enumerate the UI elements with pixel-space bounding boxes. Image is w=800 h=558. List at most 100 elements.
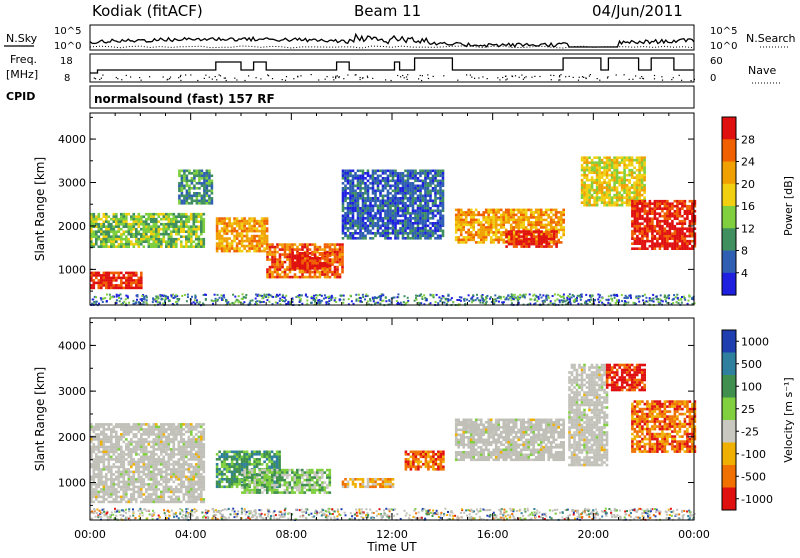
nave-dot [589, 76, 590, 77]
beam-title: Beam 11 [354, 2, 421, 20]
velocity-ytick-label: 3000 [58, 385, 86, 398]
nave-dot [524, 77, 525, 78]
nave-dot [260, 78, 261, 79]
velocity-colorbar-label: 1000 [741, 335, 769, 348]
nave-dot [126, 75, 127, 76]
nave-dot [407, 74, 408, 75]
nsky-tick-low: 10^0 [54, 41, 81, 52]
nave-dot [466, 74, 467, 75]
nave-dot [204, 78, 205, 79]
nave-dot [163, 76, 164, 77]
nave-dot [565, 76, 566, 77]
nave-dot [197, 80, 198, 81]
nave-dot [139, 77, 140, 78]
nave-dot [300, 75, 301, 76]
nave-label: Nave [748, 64, 776, 77]
x-tick-label: 04:00 [175, 528, 207, 541]
nave-dot [679, 75, 680, 76]
velocity-colorbar-cell [722, 465, 736, 488]
power-colorbar-label: 24 [741, 156, 755, 169]
nave-dot [420, 75, 421, 76]
nave-dot [236, 79, 237, 80]
nave-dot [333, 77, 334, 78]
power-colorbar-cell [722, 139, 736, 162]
nave-dot [272, 78, 273, 79]
nave-dot [578, 80, 579, 81]
x-tick-label: 00:00 [678, 528, 710, 541]
nave-dot [343, 78, 344, 79]
nave-dot [662, 80, 663, 81]
nave-dot [347, 74, 348, 75]
velocity-ylabel: Slant Range [km] [33, 367, 47, 471]
nave-dot [599, 80, 600, 81]
nave-dot [99, 79, 100, 80]
velocity-colorbar-cell [722, 443, 736, 466]
velocity-colorbar-label: -100 [741, 448, 766, 461]
nsky-trace [90, 34, 694, 48]
freq-panel [90, 54, 694, 82]
nave-dot [407, 79, 408, 80]
nave-dot [185, 74, 186, 75]
nave-dot [209, 77, 210, 78]
velocity-ytick-label: 2000 [58, 431, 86, 444]
velocity-colorbar-cell [722, 330, 736, 353]
nave-dot [624, 74, 625, 75]
nave-dot [355, 74, 356, 75]
nave-dot [654, 78, 655, 79]
power-echo-band-1 [90, 213, 205, 248]
nave-dot [180, 80, 181, 81]
nave-dot [443, 75, 444, 76]
power-ytick-label: 4000 [58, 133, 86, 146]
nave-dot [215, 76, 216, 77]
nave-dot [597, 78, 598, 79]
nave-dot [560, 74, 561, 75]
nave-dot [169, 78, 170, 79]
nave-dot [427, 74, 428, 75]
nave-dot [526, 76, 527, 77]
nave-dot [470, 75, 471, 76]
nsearch-tick-high: 10^5 [710, 26, 737, 37]
nave-dot [167, 79, 168, 80]
nave-dot [497, 77, 498, 78]
nave-dot [149, 76, 150, 77]
power-echo-band-3 [216, 217, 269, 252]
velocity-colorbar-label: 25 [741, 403, 755, 416]
power-colorbar-cell [722, 251, 736, 274]
freq-label: Freq. [10, 53, 37, 66]
nave-dot [505, 76, 506, 77]
nave-dot [559, 75, 560, 76]
nave-dot [583, 77, 584, 78]
velocity-colorbar-cell [722, 488, 736, 511]
power-colorbar-cell [722, 184, 736, 207]
nave-dot [224, 78, 225, 79]
nave-dot [671, 79, 672, 80]
nave-dot [418, 78, 419, 79]
nave-dot [102, 75, 103, 76]
power-colorbar-label: 16 [741, 200, 755, 213]
velocity-colorbar-cell [722, 375, 736, 398]
nave-dot [178, 77, 179, 78]
velocity-colorbar-title: Velocity [m s⁻¹] [782, 377, 795, 462]
nave-dot [519, 77, 520, 78]
velocity-ytick-label: 4000 [58, 339, 86, 352]
nave-dot [256, 77, 257, 78]
nave-dot [225, 78, 226, 79]
nave-tick-high: 60 [710, 56, 723, 67]
power-colorbar-cell [722, 228, 736, 251]
nave-dot [482, 76, 483, 77]
power-colorbar-cell [722, 206, 736, 229]
nave-dot [333, 79, 334, 80]
freq-line [90, 58, 694, 73]
nsearch-label: N.Search [746, 32, 796, 45]
power-colorbar-label: 20 [741, 178, 755, 191]
nave-dot [505, 79, 506, 80]
power-colorbar-cell [722, 117, 736, 140]
nave-dot [335, 77, 336, 78]
nave-dot [367, 76, 368, 77]
power-colorbar-label: 12 [741, 222, 755, 235]
nave-dot [293, 78, 294, 79]
velocity-colorbar-label: -25 [741, 425, 759, 438]
